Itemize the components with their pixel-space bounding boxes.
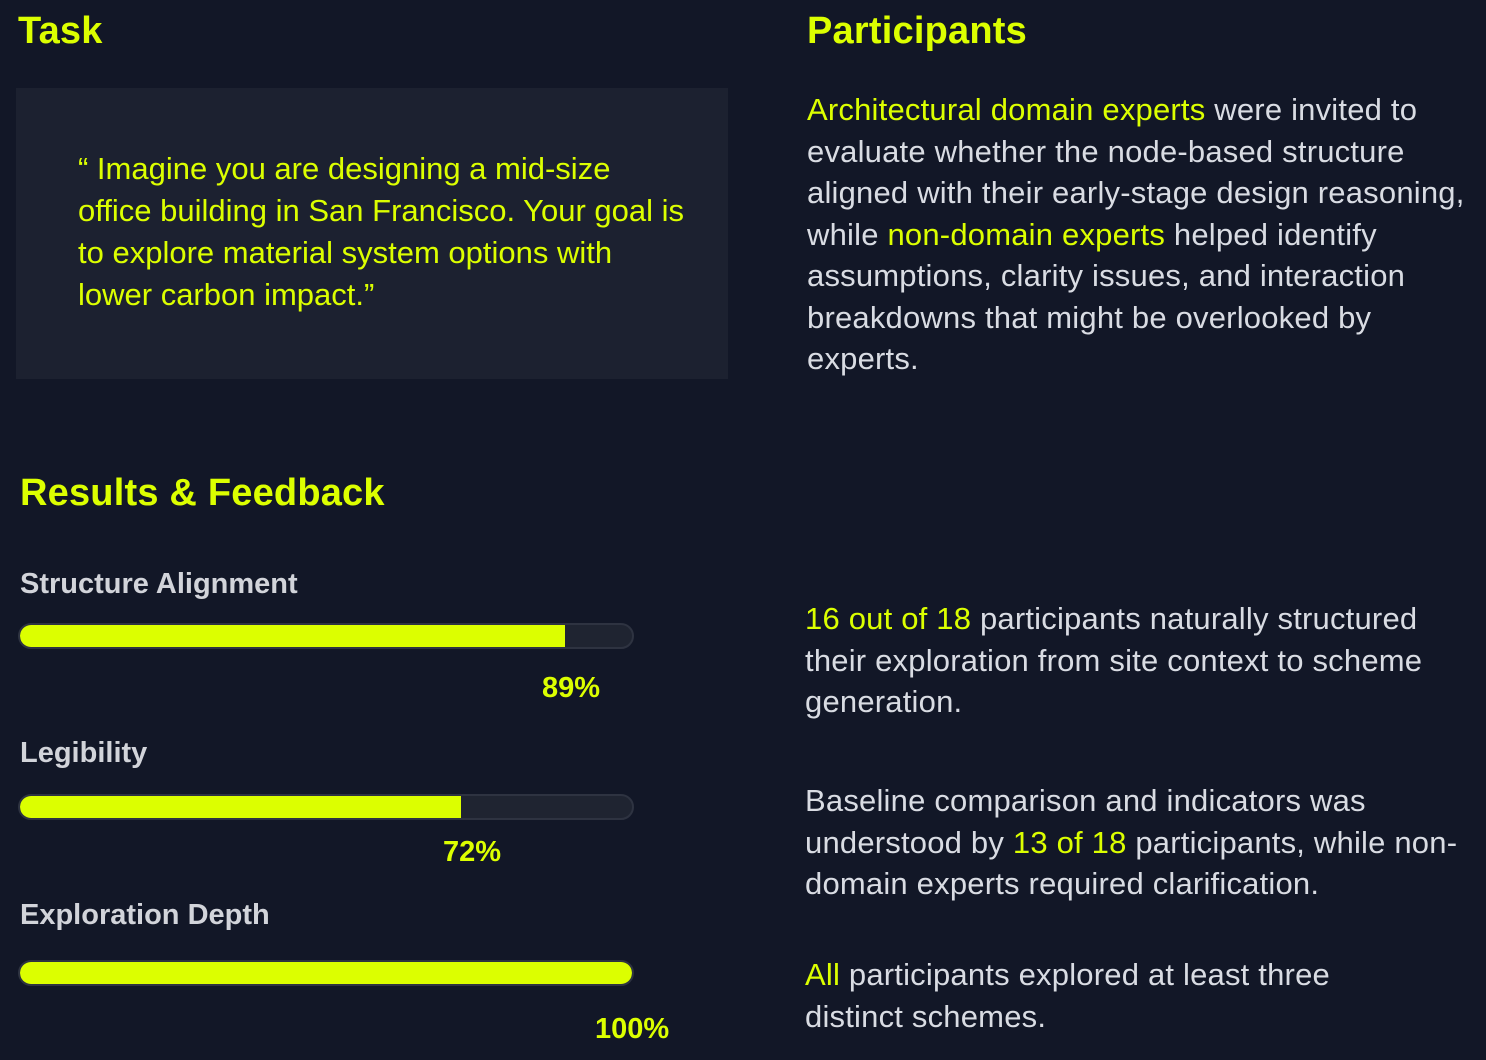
finding-2-text-pre: Baseline comparison and indicators was u…	[805, 783, 1366, 860]
task-heading: Task	[18, 10, 103, 52]
finding-1: 16 out of 18 participants naturally stru…	[805, 598, 1425, 723]
participants-highlight-non-domain-experts: non-domain experts	[887, 216, 1166, 252]
participants-description: Architectural domain experts were invite…	[807, 89, 1482, 380]
progress-bar-track	[18, 794, 634, 820]
finding-3-highlight: All	[805, 957, 841, 992]
metric-label: Exploration Depth	[20, 899, 270, 931]
finding-2-highlight: 13 of 18	[1012, 824, 1127, 860]
progress-bar-track	[18, 623, 634, 649]
task-quote-card: “ Imagine you are designing a mid-size o…	[16, 88, 728, 379]
results-heading: Results & Feedback	[20, 472, 385, 514]
progress-bar-fill	[20, 796, 461, 818]
metric-value: 72%	[443, 836, 502, 868]
metric-value: 100%	[595, 1013, 670, 1045]
finding-1-highlight: 16 out of 18	[805, 601, 972, 636]
task-quote: “ Imagine you are designing a mid-size o…	[78, 151, 685, 312]
finding-2: Baseline comparison and indicators was u…	[805, 780, 1465, 905]
participants-heading: Participants	[807, 10, 1027, 52]
finding-3-text: participants explored at least three dis…	[805, 957, 1330, 1034]
progress-bar-fill	[20, 625, 565, 647]
metric-label: Legibility	[20, 737, 148, 769]
progress-bar-track	[18, 960, 634, 986]
participants-text-part-1: were invited to evaluate whether the nod…	[807, 92, 1465, 252]
progress-bar-fill	[20, 962, 632, 984]
finding-3: All participants explored at least three…	[805, 954, 1425, 1037]
metric-value: 89%	[542, 672, 601, 704]
metric-label: Structure Alignment	[20, 568, 298, 600]
finding-2-text-post: participants, while non-domain experts r…	[805, 824, 1458, 902]
participants-text-part-2: helped identify assumptions, clarity iss…	[807, 216, 1406, 377]
participants-highlight-domain-experts: Architectural domain experts	[807, 92, 1206, 127]
finding-1-text: participants naturally structured their …	[805, 601, 1423, 719]
